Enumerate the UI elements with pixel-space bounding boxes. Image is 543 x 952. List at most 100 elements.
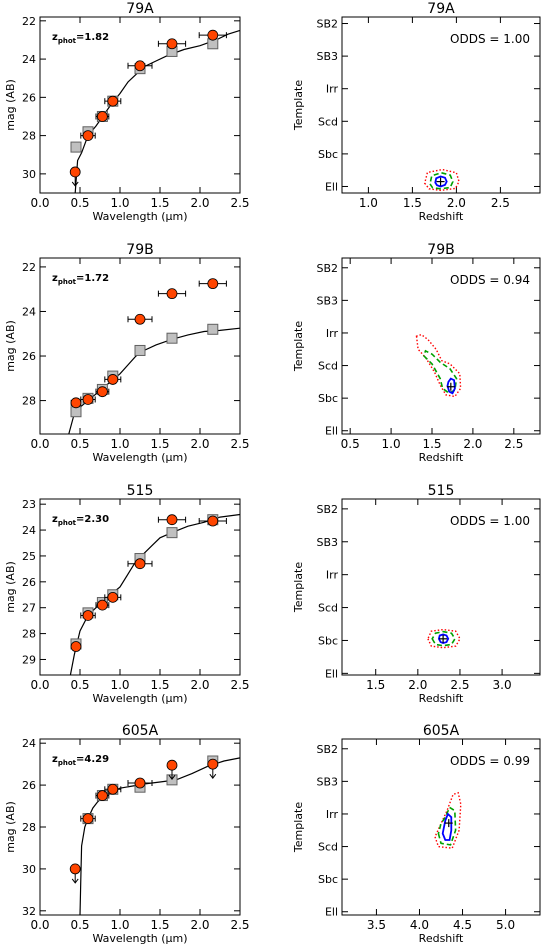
panel-2: 79A 1.0 1.5 2.0 2.5 Ell Sbc Scd Irr SB3 SB2 Redshif… bbox=[292, 1, 541, 223]
y-tick-label: 26 bbox=[22, 91, 36, 104]
x-axis-label: Redshift bbox=[419, 210, 464, 223]
observed-point bbox=[97, 790, 108, 801]
contour-solid bbox=[446, 377, 456, 395]
observed-point bbox=[82, 813, 94, 825]
x-tick-label: 0.5 bbox=[70, 437, 89, 451]
y-tick-label: Scd bbox=[318, 360, 338, 373]
model-point bbox=[70, 141, 82, 153]
x-tick-label: 1.5 bbox=[422, 437, 441, 451]
x-tick-label: 2.5 bbox=[230, 196, 249, 210]
x-tick-label: 1.5 bbox=[366, 678, 385, 692]
y-tick-label: SB2 bbox=[316, 18, 338, 31]
x-tick-label: 5.0 bbox=[496, 918, 515, 932]
x-axis-label: Wavelength (μm) bbox=[92, 451, 187, 464]
observed-point bbox=[134, 313, 146, 325]
y-axis-label: mag (AB) bbox=[4, 561, 17, 613]
observed-point bbox=[107, 95, 119, 107]
x-tick-label: 0.5 bbox=[70, 918, 89, 932]
y-tick-label: 24 bbox=[22, 524, 36, 537]
x-axis-label: Redshift bbox=[419, 692, 464, 705]
y-tick-label: SB2 bbox=[316, 743, 338, 756]
x-tick-label: 0.0 bbox=[30, 918, 49, 932]
observed-point bbox=[70, 641, 82, 652]
y-tick-label: Irr bbox=[326, 808, 339, 821]
x-tick-label: 0.0 bbox=[30, 196, 49, 210]
template-curve bbox=[79, 757, 241, 916]
y-axis-label: mag (AB) bbox=[4, 320, 17, 372]
panel-4: 79B 0.5 1.0 1.5 2.0 2.5 Ell Sbc Scd Irr SB3 SB2 Reds… bbox=[292, 242, 541, 464]
y-axis-label: mag (AB) bbox=[4, 801, 17, 853]
contour-dashed bbox=[429, 171, 454, 190]
x-tick-label: 1.0 bbox=[110, 437, 129, 451]
x-tick-label: 1.5 bbox=[150, 437, 169, 451]
x-tick-label: 4.0 bbox=[410, 918, 429, 932]
x-tick-label: 2.5 bbox=[230, 918, 249, 932]
y-tick-label: 24 bbox=[22, 53, 36, 66]
plot-frame bbox=[39, 498, 241, 676]
y-tick-label: 27 bbox=[22, 602, 36, 615]
model-point bbox=[166, 527, 178, 539]
y-tick-label: 29 bbox=[22, 653, 36, 666]
x-tick-label: 2.0 bbox=[447, 196, 466, 210]
plot-frame bbox=[39, 257, 241, 435]
x-tick-label: 1.0 bbox=[110, 918, 129, 932]
odds-annotation: ODDS = 1.00 bbox=[450, 32, 530, 46]
panel-7: 605A 0.0 0.5 1.0 1.5 2.0 2.5 24 26 28 30 32 Waveleng… bbox=[4, 723, 250, 945]
model-point bbox=[134, 344, 146, 356]
observed-point bbox=[107, 374, 119, 385]
chart-title: 605A bbox=[122, 723, 159, 739]
y-tick-label: 30 bbox=[22, 168, 36, 181]
observed-point bbox=[82, 610, 94, 621]
panel-3: 79B 0.0 0.5 1.0 1.5 2.0 2.5 22 24 26 28 Wavelength … bbox=[4, 242, 250, 464]
contour-dashed bbox=[437, 806, 457, 846]
contour-solid bbox=[441, 812, 453, 841]
y-tick-label: 28 bbox=[22, 821, 36, 834]
x-tick-label: 0.0 bbox=[30, 678, 49, 692]
observed-point bbox=[166, 288, 178, 300]
y-tick-label: Irr bbox=[326, 83, 339, 96]
observed-point bbox=[107, 783, 119, 795]
y-axis-label: mag (AB) bbox=[4, 79, 17, 131]
y-tick-label: Irr bbox=[326, 569, 339, 582]
template-curve bbox=[68, 327, 241, 435]
template-curve bbox=[69, 513, 241, 676]
odds-annotation: ODDS = 0.99 bbox=[450, 754, 530, 768]
contour-dotted bbox=[423, 168, 460, 192]
y-tick-label: Ell bbox=[325, 906, 338, 919]
y-axis-label: Template bbox=[292, 321, 305, 372]
zphot-subscript: phot bbox=[58, 759, 77, 767]
zphot-annotation: zphot=4.29 bbox=[52, 754, 109, 767]
y-tick-label: SB3 bbox=[316, 536, 338, 549]
contour-solid bbox=[434, 175, 448, 188]
y-tick-label: Sbc bbox=[318, 873, 338, 886]
x-tick-label: 0.0 bbox=[30, 437, 49, 451]
x-tick-label: 2.5 bbox=[450, 678, 469, 692]
chart-title: 605A bbox=[423, 723, 460, 739]
upper-limit-point bbox=[207, 758, 219, 770]
x-tick-label: 2.0 bbox=[190, 918, 209, 932]
zphot-annotation: zphot=1.82 bbox=[52, 32, 109, 45]
x-tick-label: 1.5 bbox=[403, 196, 422, 210]
y-tick-label: 26 bbox=[22, 350, 36, 363]
observed-point bbox=[166, 514, 178, 526]
y-tick-label: Scd bbox=[318, 602, 338, 615]
observed-point bbox=[207, 515, 219, 527]
contour-dashed bbox=[422, 349, 458, 395]
observed-point bbox=[107, 591, 119, 603]
observed-point bbox=[134, 777, 146, 789]
observed-point bbox=[97, 386, 108, 398]
x-tick-label: 0.5 bbox=[70, 196, 89, 210]
observed-point bbox=[134, 558, 146, 570]
zphot-value: =2.30 bbox=[76, 514, 109, 525]
zphot-annotation: zphot=1.72 bbox=[52, 273, 109, 286]
x-tick-label: 2.0 bbox=[190, 678, 209, 692]
x-tick-label: 1.0 bbox=[110, 678, 129, 692]
y-tick-label: Scd bbox=[318, 115, 338, 128]
y-axis-label: Template bbox=[292, 802, 305, 853]
chart-title: 515 bbox=[428, 483, 455, 499]
y-axis-label: Template bbox=[292, 562, 305, 613]
x-tick-label: 2.0 bbox=[190, 196, 209, 210]
y-tick-label: 24 bbox=[22, 737, 36, 750]
zphot-value: =4.29 bbox=[76, 754, 109, 765]
